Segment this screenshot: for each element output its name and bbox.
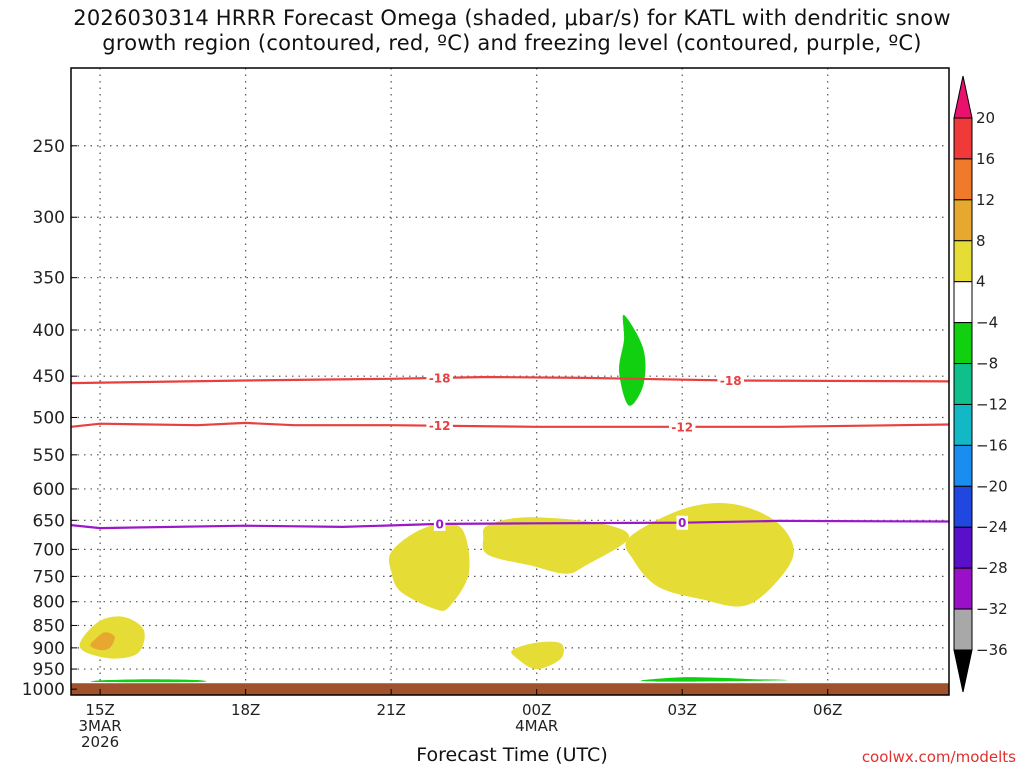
colorbar-swatch [953,117,973,160]
contour-label: -12 [429,419,451,433]
title-line-1: 2026030314 HRRR Forecast Omega (shaded, … [73,6,951,30]
contour-label-bg [426,418,453,433]
y-tick-label: 400 [33,321,65,341]
colorbar-swatch [953,567,973,610]
contour-lines: -18 -18 -12 -12 0 0 [70,370,950,531]
contour-line [70,421,950,428]
y-tick-label: 950 [33,660,65,680]
chart-title: 2026030314 HRRR Forecast Omega (shaded, … [0,6,1024,56]
colorbar-tick-label: −4 [976,314,998,332]
contour-line [70,375,950,385]
ground-surface [71,683,949,695]
colorbar-tick-label: −28 [976,559,1008,577]
colorbar-swatch [953,158,973,201]
contour-label-bg [676,515,688,530]
omega-region [619,314,646,406]
y-tick-label: 1000 [22,680,65,700]
colorbar-swatch [953,322,973,365]
x-tick-label: 18Z [231,701,260,719]
colorbar-tick-label: 4 [976,273,986,291]
x-tick-label: 4MAR [515,717,558,735]
omega-shaded-regions [79,314,794,683]
y-tick-label: 450 [33,367,65,387]
contour-label-bg [426,370,453,385]
colorbar-swatch [953,485,973,528]
x-tick-label: 03Z [668,701,697,719]
x-axis-label: Forecast Time (UTC) [416,744,608,766]
omega-region [625,502,794,607]
omega-region [90,632,115,651]
x-tick-label: 2026 [81,733,119,751]
y-tick-label: 250 [33,137,65,157]
contour-label: -12 [671,420,693,434]
contour-label: -18 [429,371,451,385]
x-tick-label: 06Z [813,701,842,719]
colorbar-swatch [953,199,973,242]
y-axis: 250 300 350 400 450 500 550 600 650 700 750 800 850 9… [22,137,77,700]
colorbar-tick-label: 12 [976,191,995,209]
colorbar-tick-label: −16 [976,436,1008,454]
y-tick-label: 550 [33,446,65,466]
colorbar-swatch [953,526,973,569]
contour-label: 0 [435,517,443,531]
colorbar-swatch [953,608,973,651]
y-tick-label: 900 [33,639,65,659]
colorbar-tick-label: −24 [976,518,1008,536]
omega-region [640,677,788,682]
colorbar-tick-label: −20 [976,477,1008,495]
y-tick-label: 650 [33,511,65,531]
y-tick-label: 350 [33,269,65,289]
colorbar-tick-label: 16 [976,150,995,168]
contour-label-bg [433,516,446,531]
y-tick-label: 700 [33,540,65,560]
x-tick-label: 00Z [522,701,551,719]
plot-frame [70,67,950,696]
contour-label-bg [668,419,696,434]
contour-label: -18 [720,374,742,388]
credit-link[interactable]: coolwx.com/modelts [861,748,1016,766]
colorbar-tick-label: 8 [976,232,986,250]
contour-label-bg [717,373,744,388]
colorbar-swatch [953,281,973,324]
x-tick-label: 3MAR [79,717,122,735]
colorbar-swatch [953,240,973,283]
omega-region [388,523,470,611]
colorbar: 20 16 12 8 4 −4 −8 −12 −16 −20 −24 −28 −32 −36 [953,75,1008,693]
colorbar-swatch [953,403,973,446]
y-tick-label: 850 [33,616,65,636]
x-tick-label: 15Z [85,701,114,719]
colorbar-top-arrow [953,75,973,119]
colorbar-tick-label: −36 [976,641,1008,659]
colorbar-tick-label: 20 [976,109,995,127]
colorbar-tick-label: −32 [976,600,1008,618]
y-tick-label: 800 [33,593,65,613]
x-tick-label: 21Z [376,701,405,719]
omega-region [90,679,207,683]
y-tick-label: 600 [33,480,65,500]
omega-region [511,641,564,670]
y-tick-label: 500 [33,408,65,428]
colorbar-tick-label: −12 [976,395,1008,413]
y-tick-label: 750 [33,567,65,587]
contour-label: 0 [678,516,686,530]
omega-region [482,517,630,574]
colorbar-swatch [953,363,973,405]
y-tick-label: 300 [33,208,65,228]
colorbar-bottom-arrow [953,649,973,693]
colorbar-tick-label: −8 [976,355,998,373]
colorbar-swatch [953,444,973,487]
title-line-2: growth region (contoured, red, ºC) and f… [102,31,922,55]
